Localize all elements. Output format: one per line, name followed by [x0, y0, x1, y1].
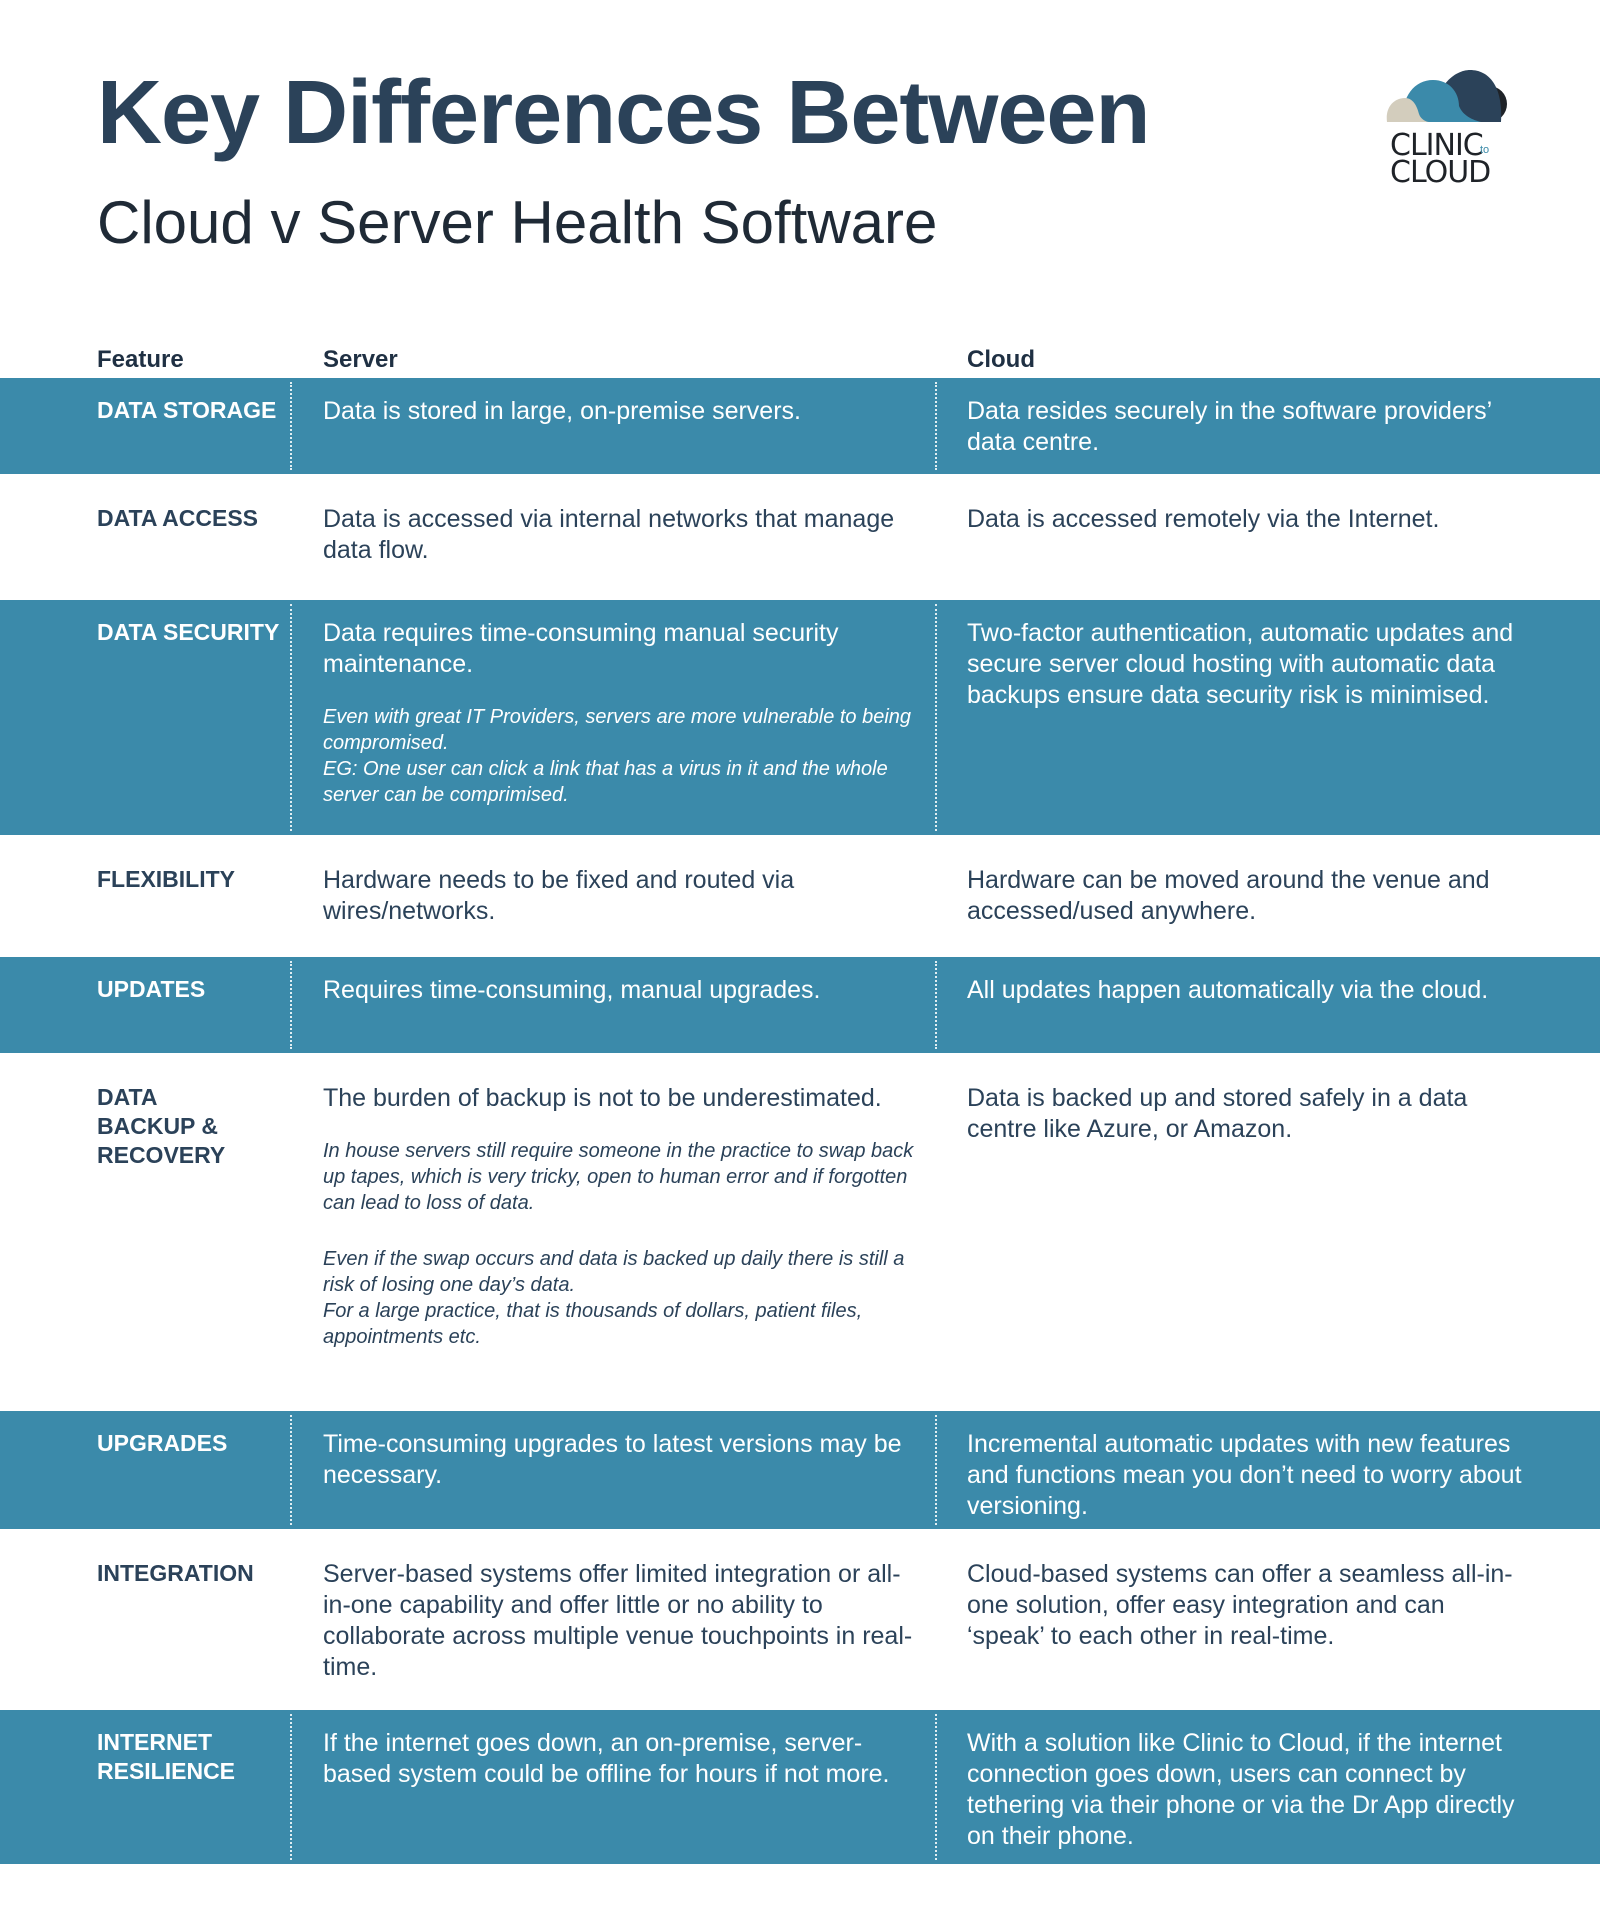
cloud-cell: Cloud-based systems can offer a seamless…: [967, 1560, 1513, 1650]
column-divider: [935, 1714, 937, 1860]
server-text: Time-consuming upgrades to latest versio…: [323, 1430, 902, 1489]
server-cell: Time-consuming upgrades to latest versio…: [323, 1429, 923, 1491]
column-header-feature: Feature: [97, 346, 184, 373]
server-cell: Server-based systems offer limited integ…: [323, 1559, 923, 1683]
feature-label: FLEXIBILITY: [97, 866, 235, 892]
page-subtitle: Cloud v Server Health Software: [97, 189, 938, 256]
feature-label: DATA STORAGE: [97, 397, 277, 423]
table-row: UPDATES Requires time-consuming, manual u…: [0, 957, 1600, 1053]
logo-line2: CLOUD: [1390, 155, 1491, 190]
server-note: For a large practice, that is thousands …: [323, 1300, 863, 1348]
server-text: Data is accessed via internal networks t…: [323, 505, 895, 564]
feature-label: DATA BACKUP & RECOVERY: [97, 1084, 226, 1168]
server-text: Hardware needs to be fixed and routed vi…: [323, 866, 795, 925]
server-cell: Data is accessed via internal networks t…: [323, 504, 923, 566]
server-cell: Hardware needs to be fixed and routed vi…: [323, 865, 923, 927]
logo-wordmark: CLINIC CLOUD: [1390, 128, 1491, 190]
cloud-cell: Two-factor authentication, automatic upd…: [967, 619, 1514, 709]
table-row: FLEXIBILITY Hardware needs to be fixed an…: [0, 835, 1600, 957]
cloud-cell: With a solution like Clinic to Cloud, if…: [967, 1729, 1515, 1850]
cloud-cell: Data is accessed remotely via the Intern…: [967, 505, 1440, 533]
column-divider: [290, 961, 292, 1049]
column-divider: [290, 1415, 292, 1525]
feature-label: INTERNET RESILIENCE: [97, 1729, 236, 1784]
column-divider: [935, 961, 937, 1049]
server-text: If the internet goes down, an on-premise…: [323, 1729, 890, 1788]
table-row: INTEGRATION Server-based systems offer li…: [0, 1529, 1600, 1710]
server-note: EG: One user can click a link that has a…: [323, 758, 888, 806]
server-cell: Data is stored in large, on-premise serv…: [323, 396, 923, 427]
server-text: The burden of backup is not to be undere…: [323, 1084, 882, 1112]
table-row: UPGRADES Time-consuming upgrades to lates…: [0, 1411, 1600, 1529]
server-notes: Even with great IT Providers, servers ar…: [323, 704, 923, 808]
table-row: DATA SECURITY Data requires time-consumin…: [0, 600, 1600, 835]
table-row: DATA STORAGE Data is stored in large, on-…: [0, 378, 1600, 474]
server-text: Data is stored in large, on-premise serv…: [323, 397, 801, 425]
cloud-cell: Data resides securely in the software pr…: [967, 397, 1492, 456]
cloud-cell: All updates happen automatically via the…: [967, 976, 1489, 1004]
logo-line1: CLINIC: [1390, 128, 1484, 163]
column-divider: [935, 382, 937, 470]
cloud-logo-icon: [1386, 70, 1507, 122]
feature-label: UPDATES: [97, 976, 206, 1002]
server-note: In house servers still require someone i…: [323, 1140, 914, 1214]
feature-label: UPGRADES: [97, 1430, 228, 1456]
column-divider: [935, 1415, 937, 1525]
server-note: Even if the swap occurs and data is back…: [323, 1248, 905, 1296]
feature-label: DATA SECURITY: [97, 619, 280, 645]
cloud-cell: Incremental automatic updates with new f…: [967, 1430, 1522, 1520]
table-row: DATA BACKUP & RECOVERY The burden of back…: [0, 1053, 1600, 1411]
server-cell: Data requires time-consuming manual secu…: [323, 618, 923, 808]
server-text: Requires time-consuming, manual upgrades…: [323, 976, 821, 1004]
server-text: Server-based systems offer limited integ…: [323, 1560, 913, 1681]
feature-label: DATA ACCESS: [97, 505, 258, 531]
column-divider: [935, 604, 937, 831]
server-notes: In house servers still require someone i…: [323, 1138, 923, 1350]
column-divider: [290, 604, 292, 831]
column-divider: [290, 382, 292, 470]
table-row: DATA ACCESS Data is accessed via internal…: [0, 474, 1600, 600]
feature-label: INTEGRATION: [97, 1560, 254, 1586]
logo-to: to: [1480, 144, 1490, 156]
table-row: INTERNET RESILIENCE If the internet goes …: [0, 1710, 1600, 1864]
server-cell: If the internet goes down, an on-premise…: [323, 1728, 923, 1790]
server-cell: The burden of backup is not to be undere…: [323, 1083, 923, 1350]
column-divider: [290, 1714, 292, 1860]
column-header-server: Server: [323, 346, 398, 373]
cloud-cell: Data is backed up and stored safely in a…: [967, 1084, 1468, 1143]
server-text: Data requires time-consuming manual secu…: [323, 619, 839, 678]
server-cell: Requires time-consuming, manual upgrades…: [323, 975, 923, 1006]
server-note: Even with great IT Providers, servers ar…: [323, 706, 912, 754]
column-header-cloud: Cloud: [967, 346, 1035, 373]
cloud-cell: Hardware can be moved around the venue a…: [967, 866, 1490, 925]
page-title: Key Differences Between: [97, 63, 1150, 163]
